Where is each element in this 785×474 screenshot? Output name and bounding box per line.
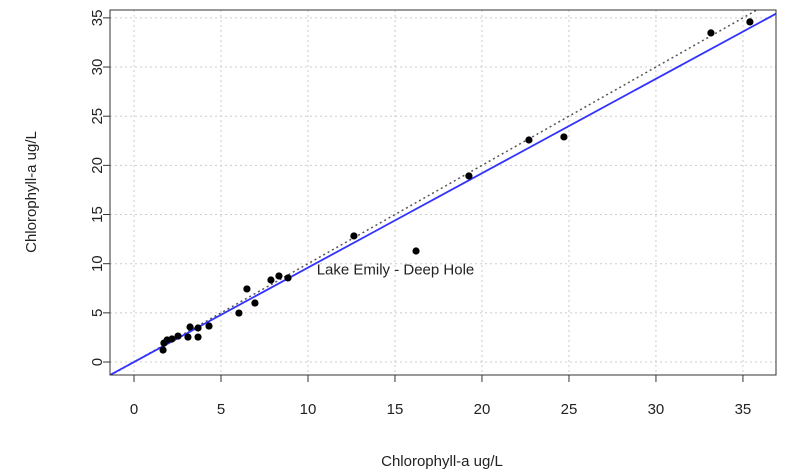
x-tick-label: 30 bbox=[648, 401, 665, 418]
point bbox=[243, 285, 251, 293]
x-tick-label: 35 bbox=[735, 401, 752, 418]
point bbox=[525, 136, 533, 144]
x-tick-label: 25 bbox=[561, 401, 578, 418]
y-tick-label: 35 bbox=[89, 10, 106, 27]
x-axis-label: Chlorophyll-a ug/L bbox=[381, 453, 503, 470]
y-tick-label: 25 bbox=[89, 108, 106, 125]
x-tick-label: 15 bbox=[387, 401, 404, 418]
point bbox=[465, 172, 473, 180]
plot-frame bbox=[109, 9, 777, 376]
y-tick-label: 0 bbox=[89, 358, 106, 366]
point bbox=[267, 276, 275, 284]
point bbox=[186, 323, 194, 331]
x-tick-label: 20 bbox=[474, 401, 491, 418]
x-tick-label: 10 bbox=[300, 401, 317, 418]
point bbox=[174, 332, 182, 340]
y-tick-label: 30 bbox=[89, 59, 106, 76]
plot-area bbox=[110, 10, 776, 375]
y-axis-label: Chlorophyll-a ug/L bbox=[23, 131, 40, 253]
point bbox=[184, 333, 192, 341]
annotation: Lake Emily - Deep Hole bbox=[317, 262, 475, 279]
x-tick-label: 5 bbox=[217, 401, 225, 418]
point bbox=[235, 309, 243, 317]
point bbox=[168, 335, 176, 343]
point bbox=[560, 133, 568, 141]
point bbox=[194, 333, 202, 341]
reference-line bbox=[110, 10, 759, 375]
reference-line bbox=[110, 12, 776, 375]
point bbox=[746, 18, 754, 26]
point bbox=[284, 274, 292, 282]
point bbox=[194, 324, 202, 332]
y-tick-label: 5 bbox=[89, 309, 106, 317]
y-tick-label: 20 bbox=[89, 157, 106, 174]
x-tick-label: 0 bbox=[130, 401, 138, 418]
point bbox=[275, 272, 283, 280]
point bbox=[205, 322, 213, 330]
y-tick-label: 15 bbox=[89, 206, 106, 223]
y-tick-label: 10 bbox=[89, 255, 106, 272]
point bbox=[707, 29, 715, 37]
point bbox=[159, 346, 167, 354]
point bbox=[412, 247, 420, 255]
point bbox=[350, 232, 358, 240]
point bbox=[251, 299, 259, 307]
